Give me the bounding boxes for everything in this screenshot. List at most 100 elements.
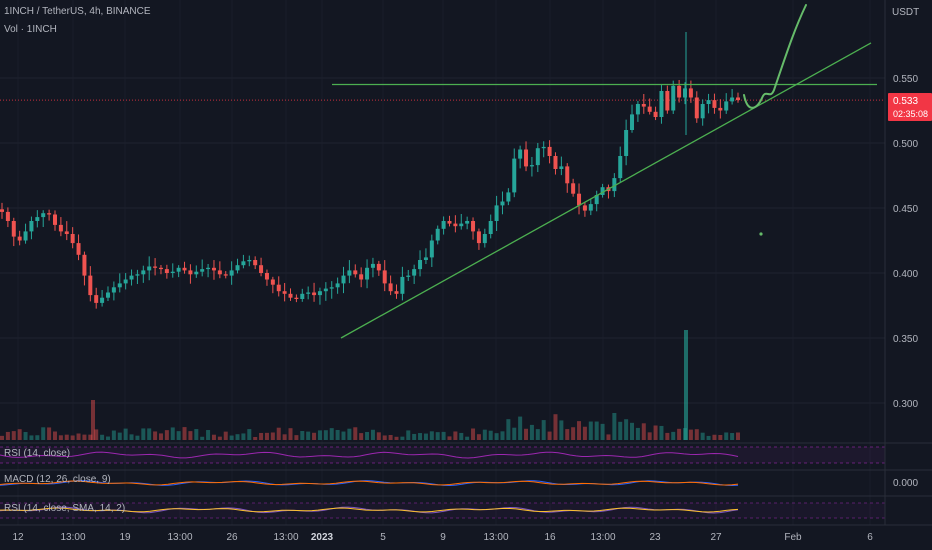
candle-body[interactable] [58,224,63,232]
candle-body[interactable] [259,265,264,273]
candle-body[interactable] [541,146,546,149]
candle-body[interactable] [0,209,4,212]
candle-body[interactable] [17,236,22,241]
candle-body[interactable] [94,295,99,303]
candle-body[interactable] [359,274,364,280]
candle-body[interactable] [170,271,175,273]
candle-body[interactable] [600,187,605,195]
candle-body[interactable] [635,104,640,115]
candle-body[interactable] [111,287,116,293]
candle-body[interactable] [571,183,576,194]
candle-body[interactable] [88,275,93,296]
candle-body[interactable] [323,288,328,292]
candle-body[interactable] [194,271,199,275]
candle-body[interactable] [423,257,428,260]
candle-body[interactable] [465,221,470,224]
candle-body[interactable] [700,104,705,119]
candle-body[interactable] [559,166,564,169]
candle-body[interactable] [100,297,105,303]
candle-body[interactable] [565,166,570,184]
candle-body[interactable] [211,267,216,271]
candle-body[interactable] [506,192,511,202]
candle-body[interactable] [105,292,110,298]
indicator-label[interactable]: RSI (14, close, SMA, 14, 2) [4,503,125,514]
candle-body[interactable] [547,146,552,156]
candle-body[interactable] [612,178,617,192]
candle-body[interactable] [624,130,629,156]
candle-body[interactable] [418,260,423,270]
candle-body[interactable] [23,231,28,241]
candle-body[interactable] [123,279,128,284]
candle-body[interactable] [588,204,593,211]
candle-body[interactable] [388,283,393,292]
candle-body[interactable] [5,211,10,221]
candle-body[interactable] [730,97,735,102]
candle-body[interactable] [582,205,587,211]
candle-body[interactable] [153,266,158,268]
candle-body[interactable] [529,165,534,167]
candle-body[interactable] [282,291,287,294]
candle-body[interactable] [341,275,346,284]
candle-body[interactable] [641,104,646,107]
time-axis[interactable]: 12 13:00 19 13:00 26 13:00 2023 5 9 13:00 16 13:00 2… [12,532,873,543]
ascending-trendline[interactable] [340,42,872,339]
candle-body[interactable] [306,292,311,294]
symbol-title[interactable]: 1INCH / TetherUS, 4h, BINANCE [4,6,151,17]
candle-body[interactable] [317,291,322,296]
candle-body[interactable] [594,195,599,205]
candle-body[interactable] [29,221,34,232]
candle-body[interactable] [147,266,152,271]
candle-body[interactable] [35,217,40,221]
indicator-label[interactable]: MACD (12, 26, close, 9) [4,474,111,485]
candle-body[interactable] [70,234,75,244]
candle-body[interactable] [329,287,334,289]
candle-body[interactable] [659,91,664,117]
candle-body[interactable] [370,263,375,268]
candle-body[interactable] [241,261,246,266]
candle-body[interactable] [618,156,623,179]
candle-body[interactable] [164,269,169,273]
candle-body[interactable] [188,270,193,275]
candle-body[interactable] [677,85,682,98]
candle-body[interactable] [482,234,487,244]
candle-body[interactable] [706,100,711,104]
candle-body[interactable] [117,283,122,288]
candle-body[interactable] [736,97,740,101]
candle-body[interactable] [247,260,252,262]
candle-body[interactable] [400,276,405,294]
forecast-arrow-path[interactable] [743,4,807,109]
candle-body[interactable] [630,114,635,130]
candle-body[interactable] [476,231,481,244]
candle-body[interactable] [300,293,305,299]
candle-body[interactable] [518,149,523,159]
candle-body[interactable] [270,279,275,285]
candles[interactable] [0,32,740,309]
candle-body[interactable] [41,213,46,218]
candle-body[interactable] [694,97,699,119]
candle-body[interactable] [206,267,211,270]
candle-body[interactable] [724,101,729,111]
volume-legend[interactable]: Vol · 1INCH [4,24,57,35]
candle-body[interactable] [671,85,676,111]
candle-body[interactable] [553,156,558,169]
candle-body[interactable] [223,274,228,276]
candle-body[interactable] [264,273,269,280]
candle-body[interactable] [488,221,493,234]
candle-body[interactable] [653,111,658,117]
candle-body[interactable] [276,284,281,292]
candle-body[interactable] [512,158,517,193]
candle-body[interactable] [535,148,540,166]
drawings[interactable] [332,4,877,339]
candle-body[interactable] [229,270,234,276]
candle-body[interactable] [471,221,476,232]
candle-body[interactable] [353,270,358,275]
candle-body[interactable] [494,205,499,221]
candle-body[interactable] [577,193,582,206]
candle-body[interactable] [52,214,57,225]
candle-body[interactable] [11,221,16,237]
candle-body[interactable] [688,88,693,98]
candle-body[interactable] [365,267,370,280]
candle-body[interactable] [500,201,505,206]
candle-body[interactable] [129,275,134,280]
